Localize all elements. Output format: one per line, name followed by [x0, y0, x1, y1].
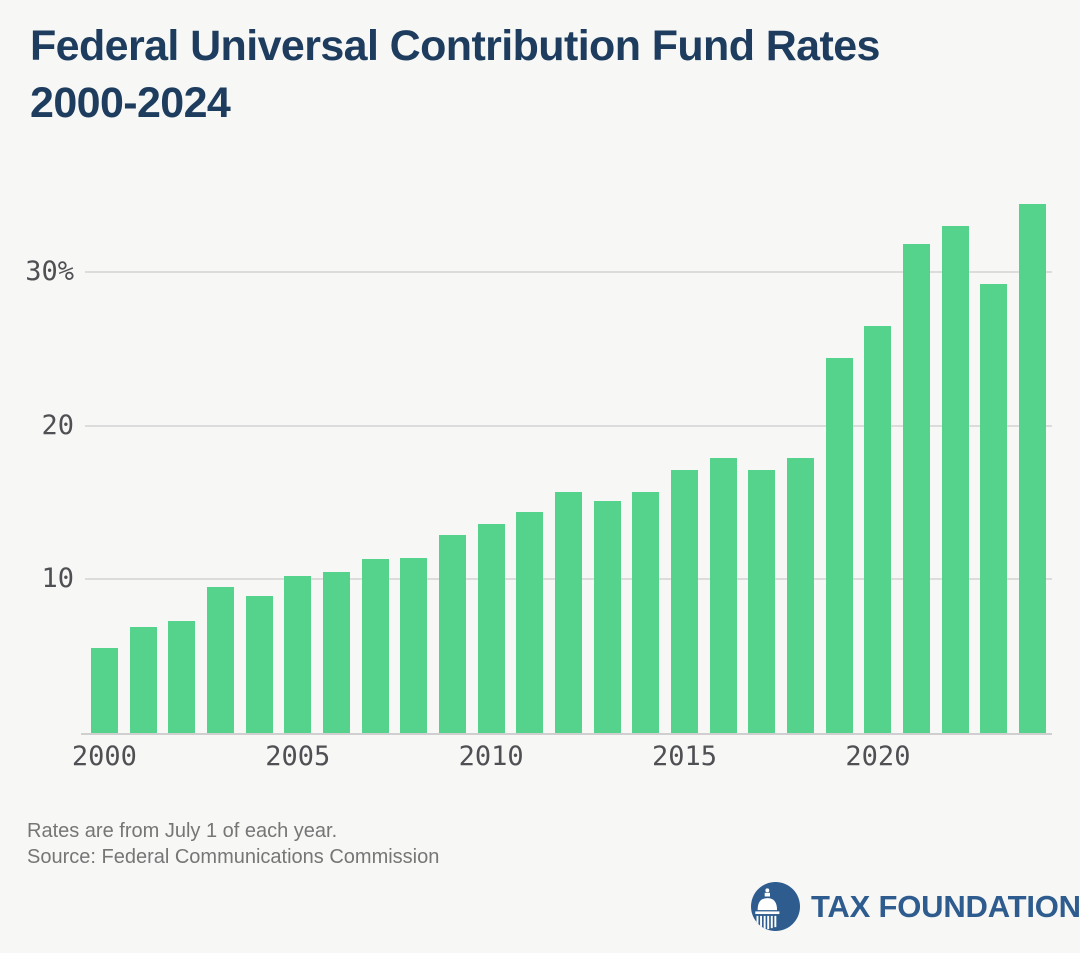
page-bottom-strip: [0, 953, 1080, 957]
y-tick-label-30: 30%: [25, 255, 74, 287]
bar-2016: [709, 457, 737, 733]
bar-2015: [671, 470, 699, 733]
bar-2019: [825, 357, 853, 733]
bar-2023: [980, 284, 1008, 733]
x-axis-line: [81, 733, 1052, 735]
capitol-dome-shape: [755, 888, 780, 930]
bar-2018: [787, 457, 815, 733]
bar-2017: [748, 470, 776, 733]
bar-2006: [322, 571, 350, 733]
chart-title-line1: Federal Universal Contribution Fund Rate…: [30, 22, 880, 70]
bar-2021: [903, 244, 931, 733]
bar-2014: [632, 491, 660, 733]
bar-2022: [941, 225, 969, 733]
bar-2009: [438, 534, 466, 733]
x-tick-label-2010: 2010: [458, 741, 524, 772]
bar-2005: [284, 576, 312, 733]
x-tick-label-2000: 2000: [71, 741, 137, 772]
x-tick-label-2005: 2005: [265, 741, 331, 772]
x-tick-label-2020: 2020: [845, 741, 911, 772]
note-rates: Rates are from July 1 of each year.: [27, 820, 338, 842]
bar-2001: [129, 626, 157, 733]
bar-2000: [90, 648, 118, 733]
bar-2007: [361, 559, 389, 733]
y-tick-label-10: 10: [41, 563, 74, 595]
capitol-dome-icon: [751, 882, 800, 931]
bar-2011: [516, 511, 544, 733]
tax-foundation-logo: TAX FOUNDATION: [751, 882, 1080, 931]
bar-2002: [168, 620, 196, 733]
bar-2010: [477, 523, 505, 733]
bar-2024: [1019, 204, 1047, 733]
gridline-20: [85, 424, 1052, 427]
chart-title-line2: 2000-2024: [30, 79, 231, 127]
bar-chart: 10 20 30% 2000 2005 2010 2015 2020: [25, 204, 1052, 772]
bar-2013: [593, 500, 621, 733]
chart-title: Federal Universal Contribution Fund Rate…: [30, 18, 1020, 132]
gridline-30: [85, 270, 1052, 273]
bar-2008: [400, 557, 428, 733]
logo-wordmark: TAX FOUNDATION: [811, 888, 1080, 924]
bar-2004: [245, 596, 273, 733]
bar-2003: [206, 586, 234, 733]
bar-2012: [555, 491, 582, 733]
y-tick-label-20: 20: [41, 409, 74, 441]
bar-2020: [864, 325, 892, 733]
chart-notes: Rates are from July 1 of each year. Sour…: [27, 818, 439, 870]
note-source: Source: Federal Communications Commissio…: [27, 846, 440, 868]
x-tick-label-2015: 2015: [652, 741, 718, 772]
